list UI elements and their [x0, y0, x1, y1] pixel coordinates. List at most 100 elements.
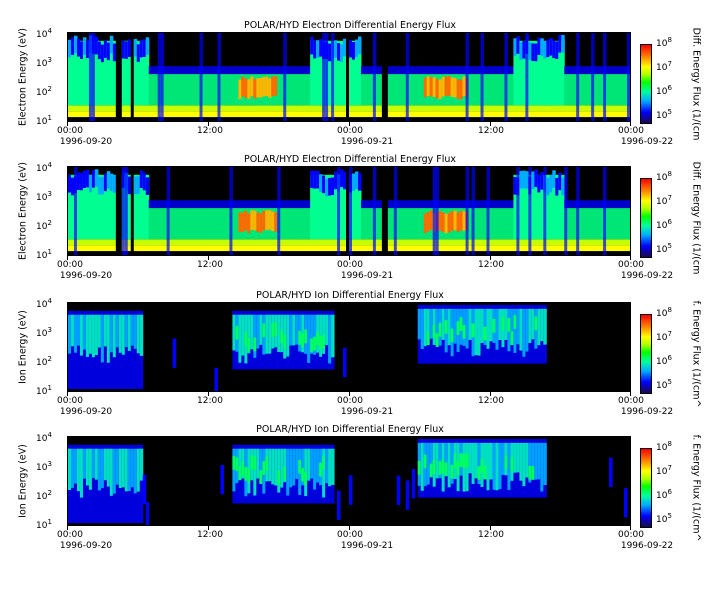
- flux-cell: [244, 332, 248, 346]
- flux-cell: [357, 173, 362, 191]
- flux-cell: [196, 105, 201, 112]
- flux-cell: [283, 200, 287, 209]
- flux-cell: [381, 167, 386, 255]
- flux-cell: [528, 442, 532, 483]
- flux-cell: [471, 74, 476, 106]
- flux-cell: [474, 111, 479, 118]
- flux-cell: [103, 444, 108, 524]
- flux-cell: [322, 33, 326, 121]
- flux-cell: [618, 66, 622, 75]
- flux-cell: [486, 167, 490, 255]
- flux-cell: [157, 245, 162, 252]
- flux-cell: [286, 208, 290, 240]
- flux-cell: [543, 308, 547, 345]
- flux-cell: [480, 458, 485, 473]
- flux-cell: [220, 239, 224, 246]
- flux-cell: [552, 111, 556, 118]
- flux-cell: [181, 105, 186, 112]
- flux-cell: [408, 74, 413, 106]
- flux-cell: [349, 105, 353, 112]
- flux-cell: [447, 308, 452, 346]
- flux-cell: [597, 245, 601, 252]
- flux-cell: [127, 245, 132, 252]
- flux-cell: [489, 105, 493, 112]
- flux-cell: [103, 174, 108, 240]
- flux-cell: [142, 239, 147, 246]
- flux-cell: [229, 74, 233, 106]
- flux-cell: [624, 488, 628, 518]
- flux-cell: [208, 208, 212, 240]
- electron-flux-panel-1: POLAR/HYD Electron Differential Energy F…: [0, 18, 722, 154]
- flux-cell: [256, 66, 260, 75]
- flux-cell: [450, 442, 455, 484]
- flux-cell: [468, 111, 473, 118]
- flux-cell: [624, 239, 628, 246]
- flux-cell: [247, 338, 251, 352]
- flux-cell: [567, 245, 571, 252]
- flux-cell: [579, 74, 583, 106]
- flux-cell: [555, 177, 559, 196]
- flux-cell: [513, 40, 517, 106]
- flux-cell: [474, 239, 479, 246]
- flux-cell: [274, 322, 278, 336]
- flux-cell: [316, 239, 320, 246]
- flux-cell: [76, 38, 81, 57]
- flux-cell: [184, 239, 189, 246]
- flux-cell: [295, 239, 299, 246]
- flux-cell: [199, 245, 204, 252]
- flux-cell: [172, 208, 177, 240]
- flux-cell: [313, 40, 317, 106]
- flux-cell: [91, 239, 96, 246]
- flux-cell: [139, 40, 144, 106]
- flux-cell: [316, 105, 320, 112]
- flux-cell: [256, 314, 260, 349]
- flux-cell: [163, 66, 168, 75]
- flux-cell: [202, 74, 207, 106]
- flux-cell: [163, 74, 168, 106]
- flux-cell: [193, 74, 198, 106]
- flux-cell: [363, 208, 368, 240]
- flux-cell: [459, 317, 464, 331]
- flux-cell: [621, 105, 625, 112]
- flux-cell: [561, 174, 565, 240]
- cbar-tick-1: 105: [656, 108, 672, 121]
- flux-cell: [357, 40, 362, 106]
- flux-cell: [354, 105, 359, 112]
- flux-cell: [109, 174, 114, 240]
- flux-cell: [184, 200, 189, 209]
- flux-cell: [360, 208, 365, 240]
- flux-cell: [537, 442, 541, 480]
- flux-cell: [417, 239, 422, 246]
- flux-cell: [217, 208, 221, 240]
- flux-cell: [109, 105, 114, 112]
- flux-cell: [534, 316, 538, 331]
- flux-cell: [363, 66, 368, 75]
- flux-cell: [100, 176, 105, 195]
- flux-cell: [558, 245, 562, 252]
- flux-cell: [414, 208, 419, 240]
- flux-cell: [618, 200, 622, 209]
- flux-cell: [489, 66, 493, 75]
- flux-cell: [310, 245, 314, 252]
- flux-cell: [328, 245, 332, 252]
- flux-cell: [504, 245, 508, 252]
- flux-cell: [483, 66, 488, 75]
- flux-cell: [70, 245, 75, 252]
- flux-cell: [363, 111, 368, 118]
- flux-cell: [564, 74, 568, 106]
- flux-cell: [211, 245, 215, 252]
- flux-cell: [387, 208, 392, 240]
- flux-cell: [615, 208, 619, 240]
- flux-cell: [220, 245, 224, 252]
- flux-cell: [378, 208, 383, 240]
- flux-cell: [519, 105, 523, 112]
- flux-cell: [426, 105, 431, 112]
- flux-cell: [133, 239, 138, 246]
- flux-cell: [166, 66, 171, 75]
- flux-cell: [163, 105, 168, 112]
- flux-cell: [375, 208, 380, 240]
- flux-cell: [453, 77, 458, 98]
- flux-cell: [187, 239, 192, 246]
- flux-cell: [133, 448, 138, 494]
- flux-cell: [259, 470, 263, 484]
